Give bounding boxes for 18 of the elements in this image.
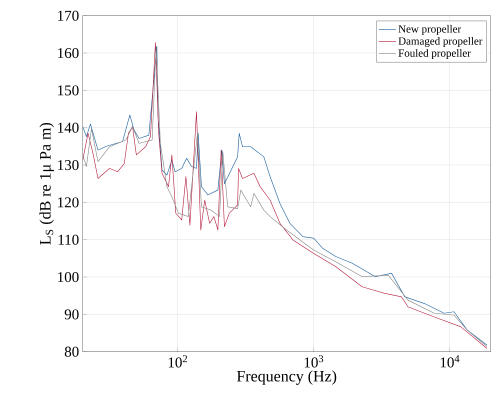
y-tick-label: 150 <box>58 85 79 96</box>
y-axis-title: L$_{S}$ (dB re 1μ Pa m) <box>39 122 54 245</box>
x-tick-label: 10$^{4}$ <box>440 355 460 368</box>
legend-label: Fouled propeller <box>398 49 471 60</box>
x-tick-label: 10$^{2}$ <box>168 355 188 368</box>
y-tick-label: 100 <box>58 272 79 282</box>
y-tick-label: 170 <box>58 10 79 21</box>
y-tick-label: 80 <box>64 346 79 357</box>
y-tick-label: 130 <box>58 160 79 170</box>
y-tick-label: 110 <box>58 234 79 245</box>
x-tick-label: 10$^{3}$ <box>304 355 324 368</box>
legend-label: Damaged propeller <box>398 37 482 47</box>
x-axis-title: Frequency (Hz) <box>236 370 336 385</box>
legend-label: New propeller <box>398 24 462 35</box>
y-tick-label: 120 <box>58 197 79 208</box>
y-tick-label: 90 <box>64 309 79 320</box>
y-tick-label: 160 <box>58 48 79 58</box>
y-tick-label: 140 <box>58 122 79 133</box>
